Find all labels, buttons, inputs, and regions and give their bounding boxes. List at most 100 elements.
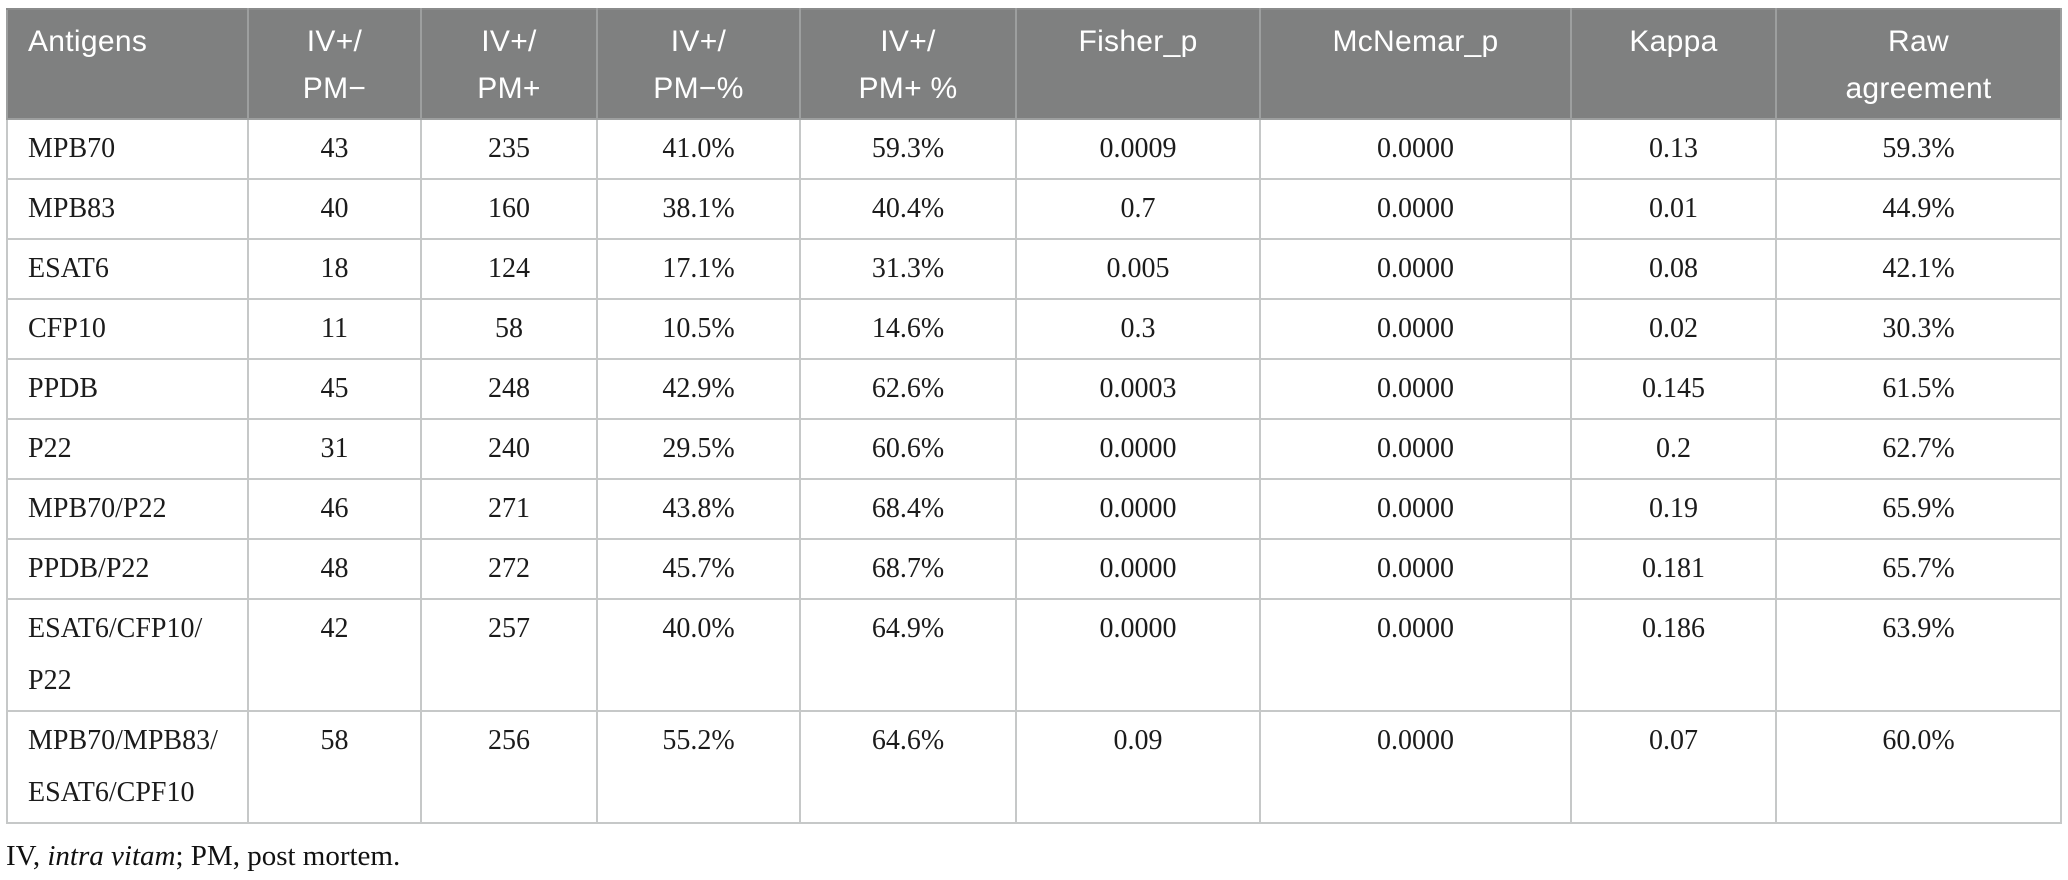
table-body: MPB70 43 235 41.0% 59.3% 0.0009 0.0000 0.13 59.3…: [6, 118, 2062, 824]
table-row: P22 31 240 29.5% 60.6% 0.0000 0.0000 0.2 62.7%: [6, 418, 2062, 480]
value-cell-raw-agreement: 61.5%: [1775, 358, 2062, 420]
antigen-name-cell: ESAT6/CFP10/P22: [6, 598, 249, 712]
value-cell-raw-agreement: 42.1%: [1775, 238, 2062, 300]
antigen-name-line: ESAT6: [28, 253, 109, 284]
value-cell-mcnemar-p: 0.0000: [1259, 118, 1572, 180]
antigen-name-line: P22: [28, 433, 72, 464]
value-cell-mcnemar-p: 0.0000: [1259, 598, 1572, 712]
footnote-text: IV,: [6, 840, 48, 872]
antigen-name-cell: ESAT6: [6, 238, 249, 300]
value-cell-kappa: 0.181: [1570, 538, 1777, 600]
value-cell-fisher-p: 0.005: [1015, 238, 1261, 300]
value-cell-iv-pos-pm-neg-pct: 38.1%: [596, 178, 801, 240]
value-cell-raw-agreement: 60.0%: [1775, 710, 2062, 824]
antigen-name-line: PPDB/P22: [28, 553, 150, 584]
value-cell-mcnemar-p: 0.0000: [1259, 238, 1572, 300]
table-row: MPB70/P22 46 271 43.8% 68.4% 0.0000 0.0000 0.19…: [6, 478, 2062, 540]
column-header-fisher-p: Fisher_p: [1015, 8, 1261, 120]
value-cell-kappa: 0.2: [1570, 418, 1777, 480]
value-cell-fisher-p: 0.7: [1015, 178, 1261, 240]
value-cell-raw-agreement: 65.7%: [1775, 538, 2062, 600]
table-row: ESAT6 18 124 17.1% 31.3% 0.005 0.0000 0.08 42.1%: [6, 238, 2062, 300]
table-row: ESAT6/CFP10/P22 42 257 40.0% 64.9% 0.0000 0.00…: [6, 598, 2062, 712]
value-cell-fisher-p: 0.0000: [1015, 478, 1261, 540]
antigen-name-line: P22: [28, 665, 72, 696]
value-cell-iv-pos-pm-neg: 18: [247, 238, 422, 300]
table-row: PPDB 45 248 42.9% 62.6% 0.0003 0.0000 0.145 61.5…: [6, 358, 2062, 420]
antigen-name-cell: PPDB/P22: [6, 538, 249, 600]
header-row: Antigens IV+/PM− IV+/PM+ IV+/PM−% IV+/PM+ % F…: [6, 8, 2062, 120]
antigen-name-cell: CFP10: [6, 298, 249, 360]
value-cell-fisher-p: 0.0009: [1015, 118, 1261, 180]
antigen-comparison-table: Antigens IV+/PM− IV+/PM+ IV+/PM−% IV+/PM+ % F…: [6, 8, 2062, 824]
column-header-raw-agreement: Raw agreement: [1775, 8, 2062, 120]
value-cell-iv-pos-pm-pos-pct: 59.3%: [799, 118, 1017, 180]
value-cell-iv-pos-pm-pos: 248: [420, 358, 598, 420]
value-cell-iv-pos-pm-neg: 45: [247, 358, 422, 420]
table-row: MPB70/MPB83/ESAT6/CPF10 58 256 55.2% 64.6% 0.…: [6, 710, 2062, 824]
value-cell-iv-pos-pm-neg-pct: 55.2%: [596, 710, 801, 824]
value-cell-iv-pos-pm-neg: 11: [247, 298, 422, 360]
antigen-name-cell: PPDB: [6, 358, 249, 420]
value-cell-iv-pos-pm-pos-pct: 40.4%: [799, 178, 1017, 240]
value-cell-iv-pos-pm-neg-pct: 41.0%: [596, 118, 801, 180]
antigen-name-line: MPB70: [28, 133, 116, 164]
value-cell-iv-pos-pm-neg: 48: [247, 538, 422, 600]
value-cell-mcnemar-p: 0.0000: [1259, 478, 1572, 540]
antigen-name-line: ESAT6/CFP10/: [28, 613, 203, 644]
value-cell-iv-pos-pm-pos-pct: 64.6%: [799, 710, 1017, 824]
value-cell-iv-pos-pm-pos-pct: 64.9%: [799, 598, 1017, 712]
value-cell-raw-agreement: 65.9%: [1775, 478, 2062, 540]
antigen-name-cell: MPB83: [6, 178, 249, 240]
value-cell-mcnemar-p: 0.0000: [1259, 178, 1572, 240]
value-cell-iv-pos-pm-pos-pct: 60.6%: [799, 418, 1017, 480]
value-cell-kappa: 0.145: [1570, 358, 1777, 420]
table-row: MPB70 43 235 41.0% 59.3% 0.0009 0.0000 0.13 59.3…: [6, 118, 2062, 180]
value-cell-kappa: 0.19: [1570, 478, 1777, 540]
value-cell-iv-pos-pm-pos-pct: 14.6%: [799, 298, 1017, 360]
value-cell-iv-pos-pm-pos-pct: 68.7%: [799, 538, 1017, 600]
antigen-name-line: MPB70/MPB83/: [28, 725, 218, 756]
value-cell-iv-pos-pm-pos: 58: [420, 298, 598, 360]
value-cell-iv-pos-pm-pos: 160: [420, 178, 598, 240]
column-header-kappa: Kappa: [1570, 8, 1777, 120]
value-cell-iv-pos-pm-pos-pct: 68.4%: [799, 478, 1017, 540]
value-cell-raw-agreement: 62.7%: [1775, 418, 2062, 480]
column-header-iv-pos-pm-neg-pct: IV+/PM−%: [596, 8, 801, 120]
value-cell-iv-pos-pm-neg-pct: 29.5%: [596, 418, 801, 480]
antigen-name-cell: MPB70/MPB83/ESAT6/CPF10: [6, 710, 249, 824]
value-cell-kappa: 0.02: [1570, 298, 1777, 360]
column-header-antigens: Antigens: [6, 8, 249, 120]
value-cell-fisher-p: 0.0000: [1015, 418, 1261, 480]
value-cell-iv-pos-pm-neg-pct: 17.1%: [596, 238, 801, 300]
value-cell-raw-agreement: 59.3%: [1775, 118, 2062, 180]
value-cell-mcnemar-p: 0.0000: [1259, 418, 1572, 480]
value-cell-iv-pos-pm-neg: 58: [247, 710, 422, 824]
table-row: PPDB/P22 48 272 45.7% 68.7% 0.0000 0.0000 0.181…: [6, 538, 2062, 600]
value-cell-iv-pos-pm-neg: 31: [247, 418, 422, 480]
value-cell-mcnemar-p: 0.0000: [1259, 298, 1572, 360]
value-cell-iv-pos-pm-neg-pct: 10.5%: [596, 298, 801, 360]
value-cell-mcnemar-p: 0.0000: [1259, 358, 1572, 420]
value-cell-iv-pos-pm-neg: 46: [247, 478, 422, 540]
antigen-name-line: ESAT6/CPF10: [28, 777, 195, 808]
value-cell-iv-pos-pm-pos: 240: [420, 418, 598, 480]
column-header-mcnemar-p: McNemar_p: [1259, 8, 1572, 120]
footnote-italic-text: intra vitam: [47, 840, 176, 872]
value-cell-fisher-p: 0.3: [1015, 298, 1261, 360]
value-cell-iv-pos-pm-pos: 272: [420, 538, 598, 600]
value-cell-kappa: 0.07: [1570, 710, 1777, 824]
antigen-name-line: MPB83: [28, 193, 116, 224]
value-cell-fisher-p: 0.0000: [1015, 538, 1261, 600]
table-footnote: IV, intra vitam; PM, post mortem.: [6, 840, 2062, 873]
value-cell-kappa: 0.01: [1570, 178, 1777, 240]
value-cell-kappa: 0.186: [1570, 598, 1777, 712]
table-row: MPB83 40 160 38.1% 40.4% 0.7 0.0000 0.01 44.9%: [6, 178, 2062, 240]
value-cell-iv-pos-pm-neg: 42: [247, 598, 422, 712]
value-cell-iv-pos-pm-neg: 43: [247, 118, 422, 180]
column-header-iv-pos-pm-pos: IV+/PM+: [420, 8, 598, 120]
value-cell-mcnemar-p: 0.0000: [1259, 538, 1572, 600]
value-cell-raw-agreement: 63.9%: [1775, 598, 2062, 712]
value-cell-fisher-p: 0.0003: [1015, 358, 1261, 420]
